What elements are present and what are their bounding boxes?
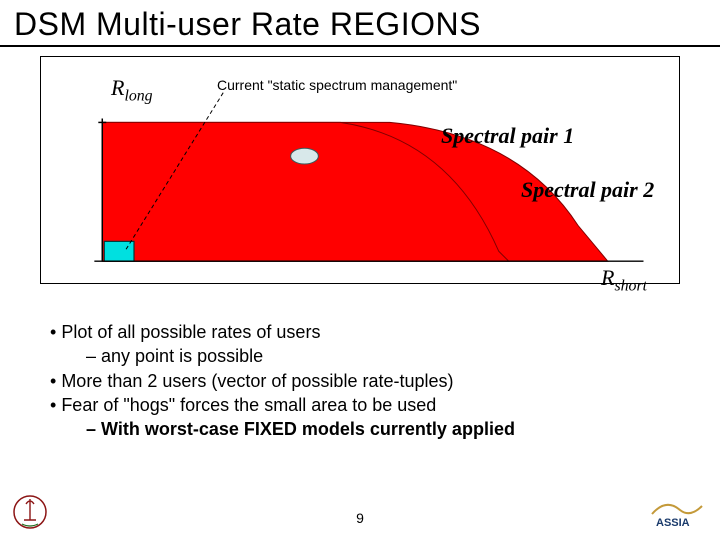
ellipse-marker bbox=[291, 148, 319, 164]
static-spectrum-box bbox=[104, 241, 134, 261]
bullet-item: More than 2 users (vector of possible ra… bbox=[50, 369, 670, 393]
bullet-item: With worst-case FIXED models currently a… bbox=[50, 417, 670, 441]
rate-region-chart: Rlong Current "static spectrum managemen… bbox=[40, 56, 680, 284]
y-axis-label: Rlong bbox=[111, 75, 153, 105]
bullet-item: Fear of "hogs" forces the small area to … bbox=[50, 393, 670, 417]
page-number: 9 bbox=[0, 510, 720, 526]
callout-text: Current "static spectrum management" bbox=[217, 77, 457, 93]
assia-text: ASSIA bbox=[656, 517, 690, 529]
slide-title: DSM Multi-user Rate REGIONS bbox=[0, 0, 720, 47]
label-spectral-pair-1: Spectral pair 1 bbox=[441, 123, 574, 149]
bullet-item: Plot of all possible rates of users bbox=[50, 320, 670, 344]
bullet-list: Plot of all possible rates of users any … bbox=[50, 320, 670, 441]
x-axis-label: Rshort bbox=[601, 265, 647, 295]
label-spectral-pair-2: Spectral pair 2 bbox=[521, 177, 654, 203]
assia-logo-icon: ASSIA bbox=[646, 496, 708, 530]
stanford-seal-icon bbox=[12, 494, 48, 530]
bullet-item: any point is possible bbox=[50, 344, 670, 368]
